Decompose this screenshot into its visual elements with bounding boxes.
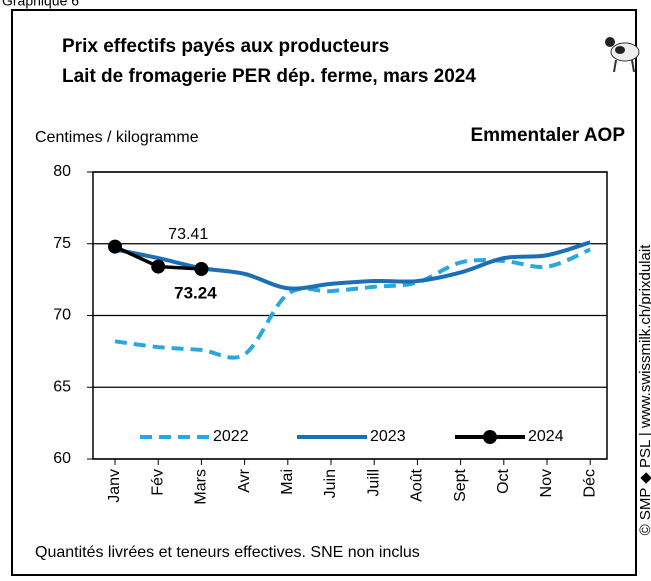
header: Graphique 6 [2,0,79,9]
data-label: 73.24 [174,283,217,302]
marker [108,239,122,254]
note: Quantités livrées et teneurs effectives.… [35,544,420,561]
data-label: 73.41 [168,226,208,243]
y-tick-label: 65 [53,378,71,395]
x-tick-label: Mai [279,469,296,495]
x-tick-label: Déc [581,469,598,497]
x-tick-label: Mars [193,469,210,505]
x-tick-label: Avr [236,468,253,492]
legend-label: 2022 [213,428,249,445]
cow-icon [605,37,640,73]
legend-marker [483,430,497,444]
series-line [114,247,591,360]
x-tick-label: Juill [365,469,382,497]
y-tick-label: 75 [53,235,71,252]
x-tick-label: Août [409,468,426,501]
frame [11,9,637,576]
chart-subtitle: Lait de fromagerie PER dép. ferme, mars … [62,66,476,87]
marker [151,259,166,274]
x-tick-label: Nov [538,469,555,497]
x-tick-label: Janv [106,469,123,503]
marker [194,262,209,277]
chart-title: Prix effectifs payés aux producteurs [62,36,389,57]
y-axis-label: Centimes / kilogramme [35,129,199,146]
panel-title: Emmentaler AOP [470,125,625,146]
y-tick-label: 80 [53,163,71,180]
x-tick-label: Fév [149,469,166,496]
legend-label: 2023 [370,428,406,445]
y-tick-label: 70 [53,307,71,324]
x-tick-label: Oct [495,468,512,493]
x-tick-label: Sept [452,468,469,501]
source: © SMP ◆ PSL | www.swissmilk.ch/prixdulai… [637,244,651,536]
series-line [114,240,591,291]
y-tick-label: 60 [53,450,71,467]
legend-label: 2024 [528,428,564,445]
x-tick-label: Juin [322,469,339,498]
